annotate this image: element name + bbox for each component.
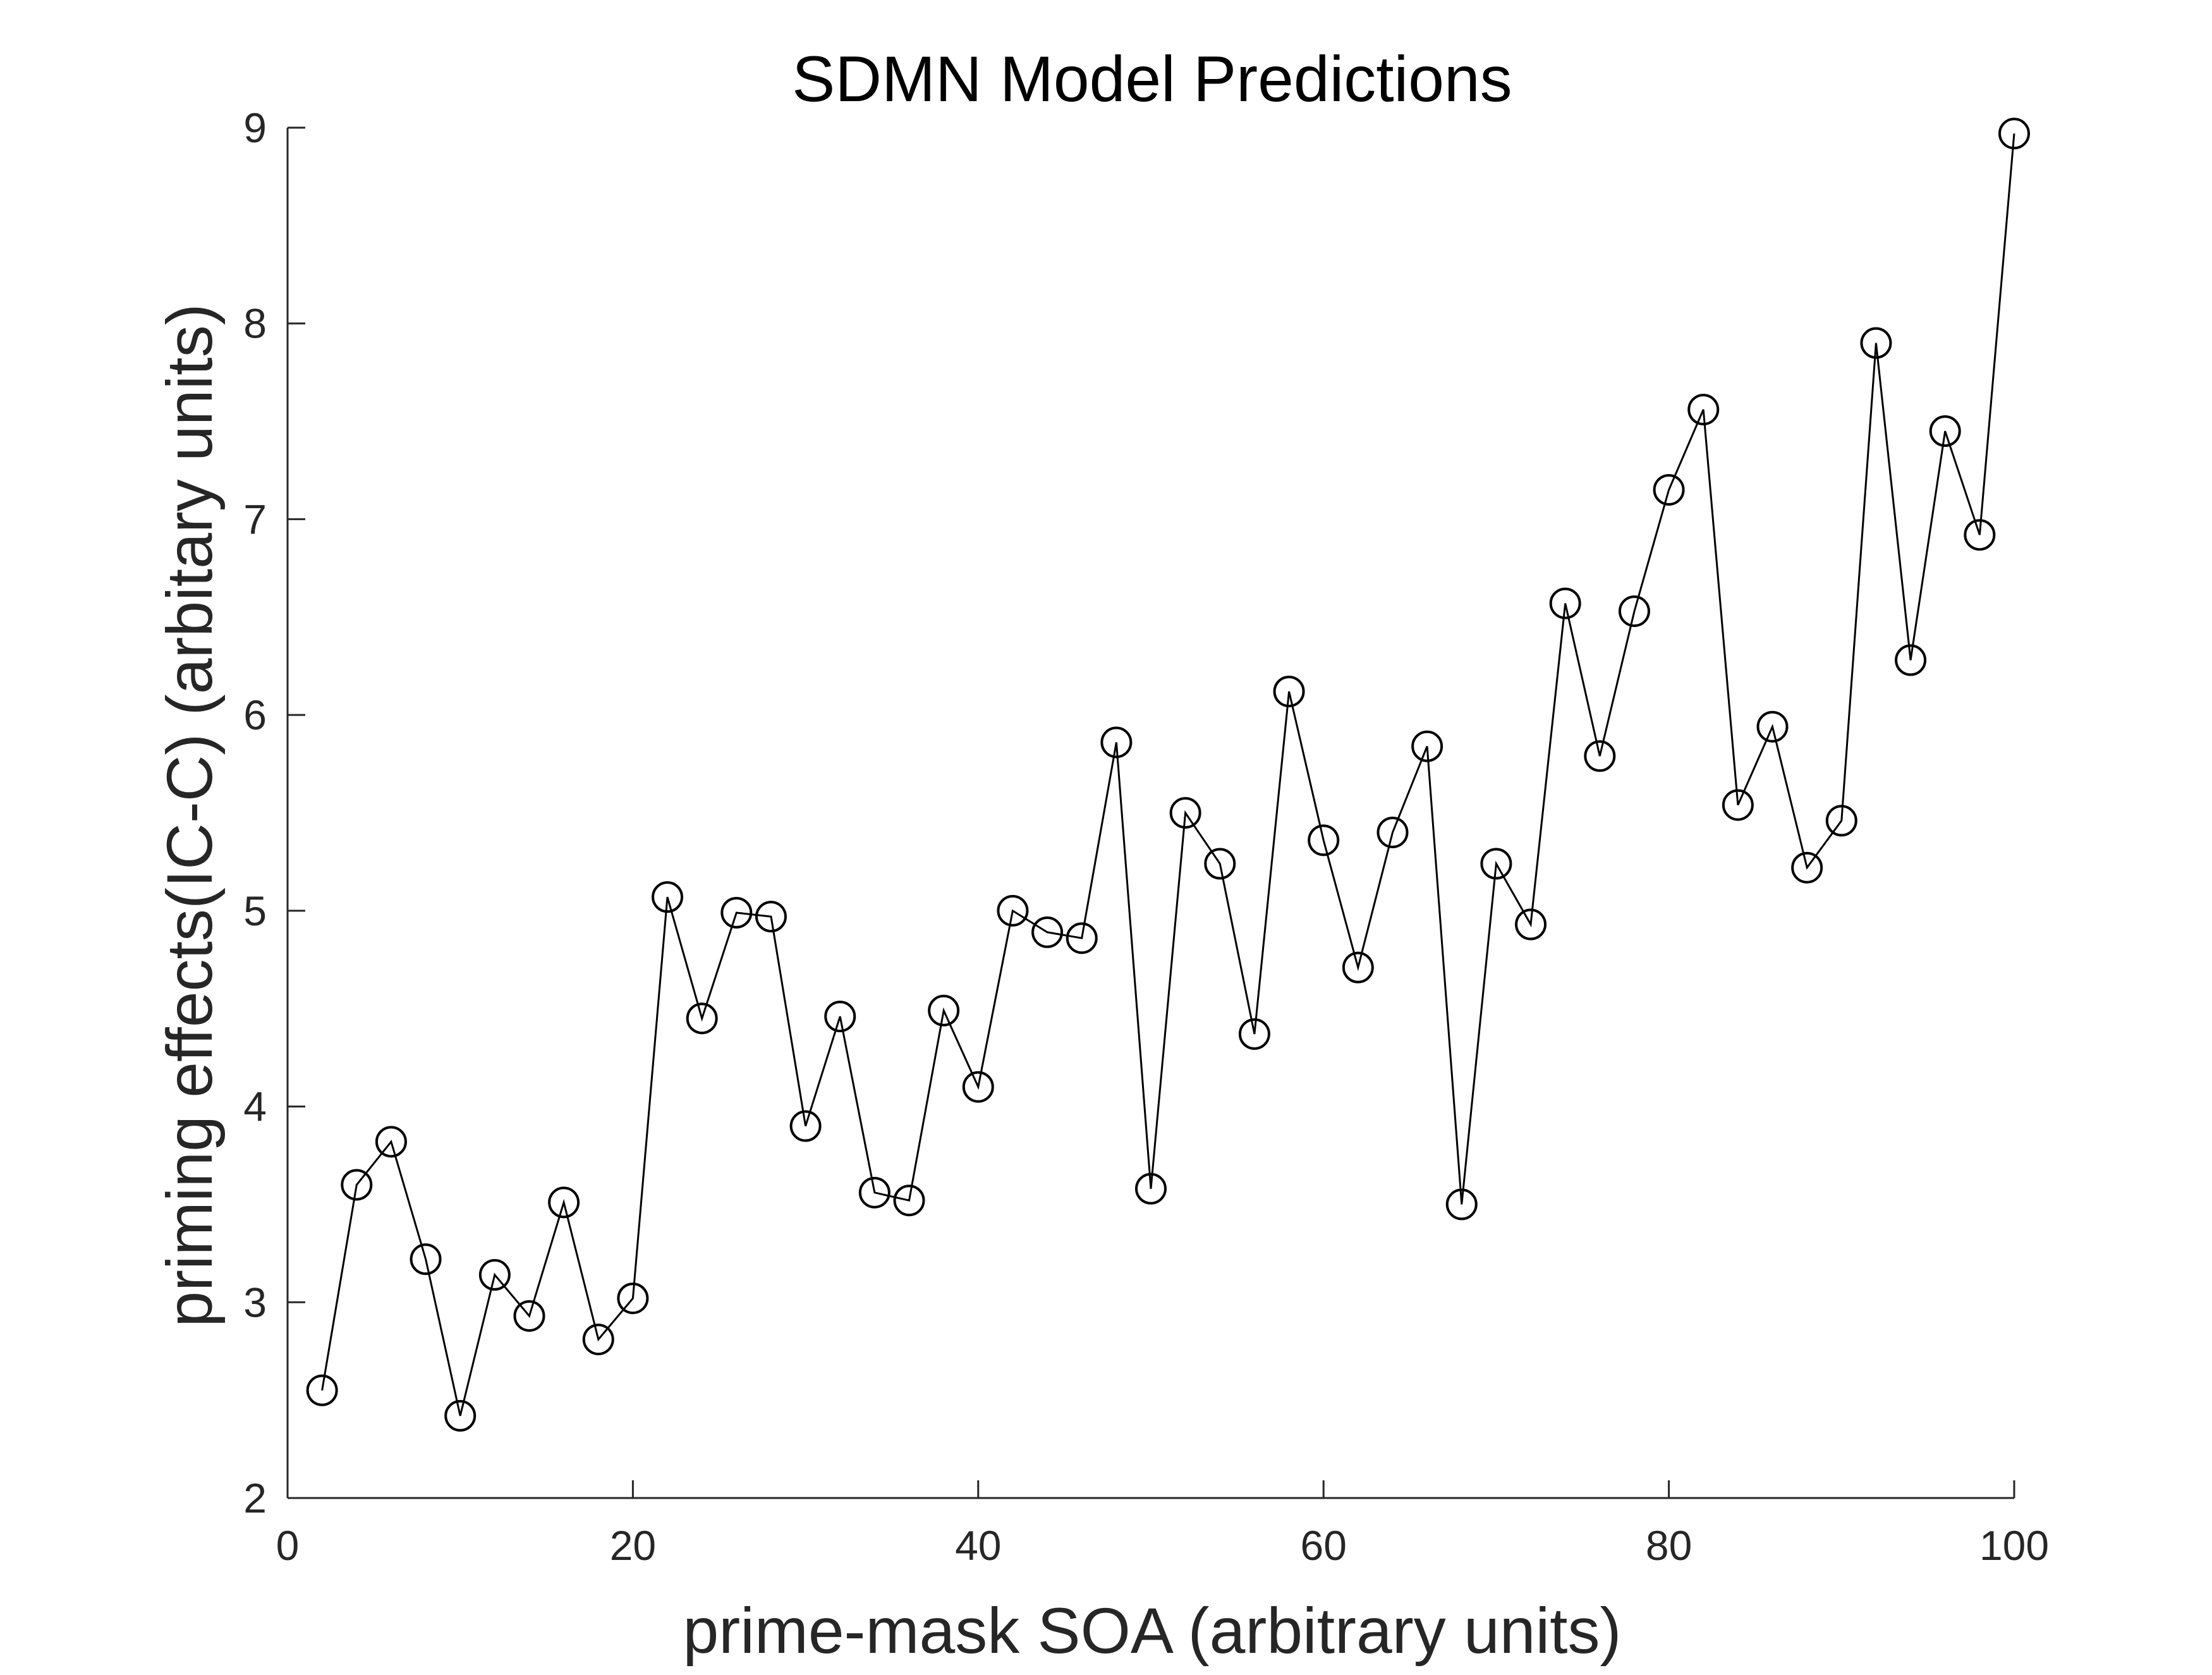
data-point-marker — [962, 1071, 994, 1103]
data-point-marker — [1135, 1172, 1167, 1205]
data-point-marker — [306, 1374, 338, 1406]
data-point-marker — [686, 1002, 718, 1035]
x-tick-label: 100 — [1979, 1522, 2049, 1569]
x-axis-ticks: 0 20 40 60 80 100 — [276, 1480, 2049, 1569]
y-tick-label: 2 — [243, 1475, 267, 1521]
data-point-marker — [1515, 908, 1547, 941]
y-tick-label: 3 — [243, 1279, 267, 1325]
data-point-marker — [513, 1300, 545, 1332]
y-tick-label: 8 — [243, 300, 267, 347]
data-point-marker — [755, 901, 787, 933]
data-point-marker — [1308, 824, 1340, 856]
data-point-marker — [1238, 1018, 1270, 1050]
data-point-marker — [1445, 1188, 1478, 1221]
y-axis-title: priming effects(IC-C) (arbitary units) — [154, 303, 226, 1327]
data-point-marker — [341, 1169, 373, 1201]
data-point-marker — [1618, 595, 1650, 627]
data-point-marker — [1342, 951, 1374, 984]
data-point-marker — [1549, 587, 1581, 619]
data-point-marker — [444, 1399, 477, 1432]
data-point-marker — [1756, 710, 1789, 743]
data-point-marker — [375, 1126, 407, 1158]
y-axis-ticks: 2 3 4 5 6 7 8 9 — [243, 104, 305, 1521]
data-point-marker — [928, 994, 960, 1026]
data-point-marker — [548, 1186, 580, 1219]
data-point-marker — [1169, 797, 1201, 829]
chart-title: SDMN Model Predictions — [792, 43, 1512, 115]
data-point-marker — [410, 1243, 442, 1276]
data-point-marker — [1273, 675, 1305, 707]
data-point-marker — [1687, 393, 1720, 425]
plot-area — [286, 128, 2014, 1499]
data-point-marker — [1480, 848, 1512, 880]
data-point-marker — [652, 881, 684, 913]
data-point-marker — [1653, 473, 1685, 506]
y-tick-label: 5 — [243, 887, 267, 934]
data-point-marker — [1031, 916, 1064, 948]
data-point-marker — [720, 896, 753, 929]
data-point-marker — [1584, 740, 1616, 772]
data-point-marker — [582, 1324, 614, 1356]
data-point-marker — [1376, 816, 1409, 848]
y-tick-label: 4 — [243, 1083, 267, 1130]
data-point-marker — [1791, 851, 1823, 884]
x-tick-label: 80 — [1646, 1522, 1692, 1569]
data-point-marker — [1964, 519, 1996, 551]
x-axis-title: prime-mask SOA (arbitrary units) — [683, 1595, 1622, 1667]
data-point-marker — [1860, 327, 1892, 359]
x-tick-label: 20 — [610, 1522, 656, 1569]
data-point-marker — [617, 1282, 649, 1315]
data-point-marker — [1825, 805, 1857, 837]
y-tick-label: 9 — [243, 104, 267, 151]
data-point-marker — [1204, 848, 1236, 880]
data-point-marker — [1722, 789, 1754, 821]
data-point-marker — [1100, 726, 1133, 758]
y-tick-label: 6 — [243, 691, 267, 738]
data-point-marker — [789, 1110, 822, 1142]
x-tick-label: 60 — [1300, 1522, 1346, 1569]
y-tick-label: 7 — [243, 496, 267, 542]
data-point-marker — [997, 894, 1029, 927]
data-point-marker — [1066, 922, 1098, 954]
series-group — [306, 118, 2030, 1432]
data-point-marker — [1929, 415, 1961, 448]
data-point-marker — [1895, 644, 1927, 676]
x-tick-label: 40 — [955, 1522, 1001, 1569]
series-line — [321, 133, 2015, 1416]
data-point-marker — [478, 1258, 511, 1291]
data-point-marker — [893, 1185, 925, 1217]
data-point-marker — [1998, 118, 2030, 150]
data-point-marker — [858, 1176, 890, 1209]
data-point-marker — [824, 1001, 856, 1033]
data-point-marker — [1411, 730, 1443, 762]
x-tick-label: 0 — [276, 1522, 300, 1569]
